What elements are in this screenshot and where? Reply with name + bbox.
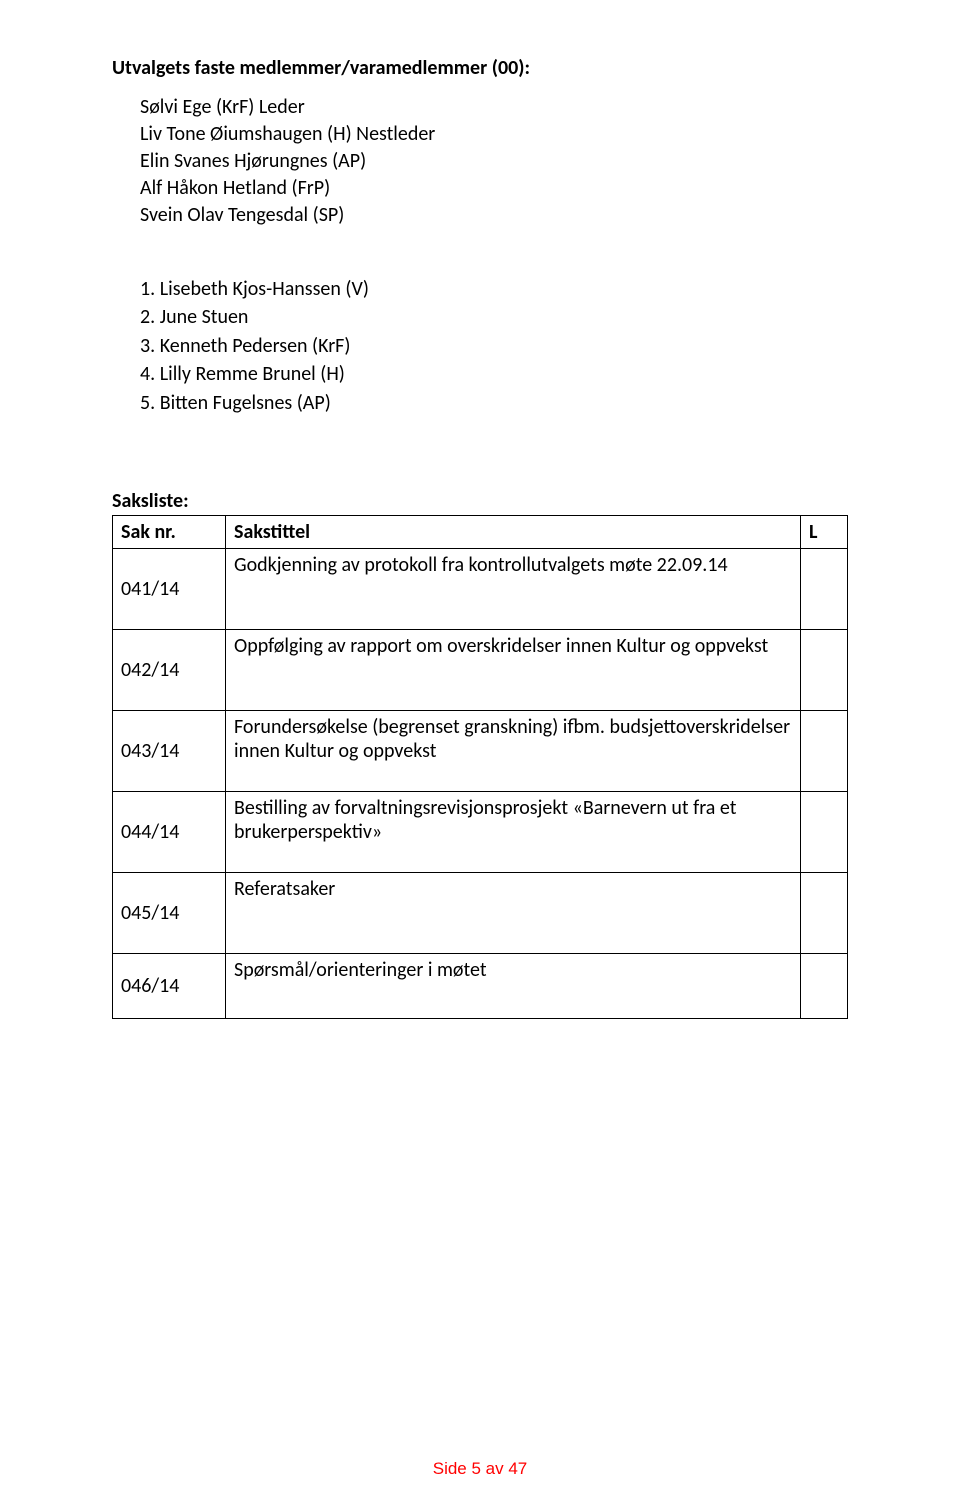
member-line: Elin Svanes Hjørungnes (AP) [140,148,848,175]
col-header-l: L [801,515,848,548]
spacer [112,417,848,463]
page-footer: Side 5 av 47 [0,1459,960,1479]
cell-saknr: 045/14 [113,872,226,953]
member-line: Svein Olav Tengesdal (SP) [140,202,848,229]
vara-line: 5. Bitten Fugelsnes (AP) [140,389,848,417]
cell-sakstittel: Spørsmål/orienteringer i møtet [226,953,801,1018]
cell-sakstittel: Referatsaker [226,872,801,953]
cell-sakstittel: Oppfølging av rapport om overskridelser … [226,629,801,710]
cell-l [801,629,848,710]
vara-line: 4. Lilly Remme Brunel (H) [140,360,848,388]
cell-saknr: 041/14 [113,548,226,629]
table-row: 044/14 Bestilling av forvaltningsrevisjo… [113,791,848,872]
vara-line: 2. June Stuen [140,303,848,331]
col-header-saknr: Sak nr. [113,515,226,548]
vara-block: 1. Lisebeth Kjos-Hanssen (V) 2. June Stu… [140,275,848,417]
cell-sakstittel: Godkjenning av protokoll fra kontrollutv… [226,548,801,629]
col-header-sakstittel: Sakstittel [226,515,801,548]
member-line: Liv Tone Øiumshaugen (H) Nestleder [140,121,848,148]
cell-sakstittel: Bestilling av forvaltningsrevisjonsprosj… [226,791,801,872]
table-row: 046/14 Spørsmål/orienteringer i møtet [113,953,848,1018]
cell-saknr: 042/14 [113,629,226,710]
cell-l [801,953,848,1018]
cell-l [801,791,848,872]
cell-l [801,872,848,953]
members-block: Sølvi Ege (KrF) Leder Liv Tone Øiumshaug… [140,94,848,229]
saksliste-label: Saksliste: [112,489,848,513]
cell-l [801,548,848,629]
member-line: Alf Håkon Hetland (FrP) [140,175,848,202]
saksliste-table: Sak nr. Sakstittel L 041/14 Godkjenning … [112,515,848,1019]
table-row: 043/14 Forundersøkelse (begrenset gransk… [113,710,848,791]
cell-saknr: 044/14 [113,791,226,872]
cell-saknr: 043/14 [113,710,226,791]
table-row: 041/14 Godkjenning av protokoll fra kont… [113,548,848,629]
vara-line: 1. Lisebeth Kjos-Hanssen (V) [140,275,848,303]
cell-sakstittel: Forundersøkelse (begrenset granskning) i… [226,710,801,791]
cell-l [801,710,848,791]
table-row: 042/14 Oppfølging av rapport om overskri… [113,629,848,710]
spacer [112,229,848,275]
section-heading: Utvalgets faste medlemmer/varamedlemmer … [112,56,848,80]
table-row: 045/14 Referatsaker [113,872,848,953]
cell-saknr: 046/14 [113,953,226,1018]
member-line: Sølvi Ege (KrF) Leder [140,94,848,121]
vara-line: 3. Kenneth Pedersen (KrF) [140,332,848,360]
page: Utvalgets faste medlemmer/varamedlemmer … [0,0,960,1503]
spacer [112,463,848,489]
table-header-row: Sak nr. Sakstittel L [113,515,848,548]
